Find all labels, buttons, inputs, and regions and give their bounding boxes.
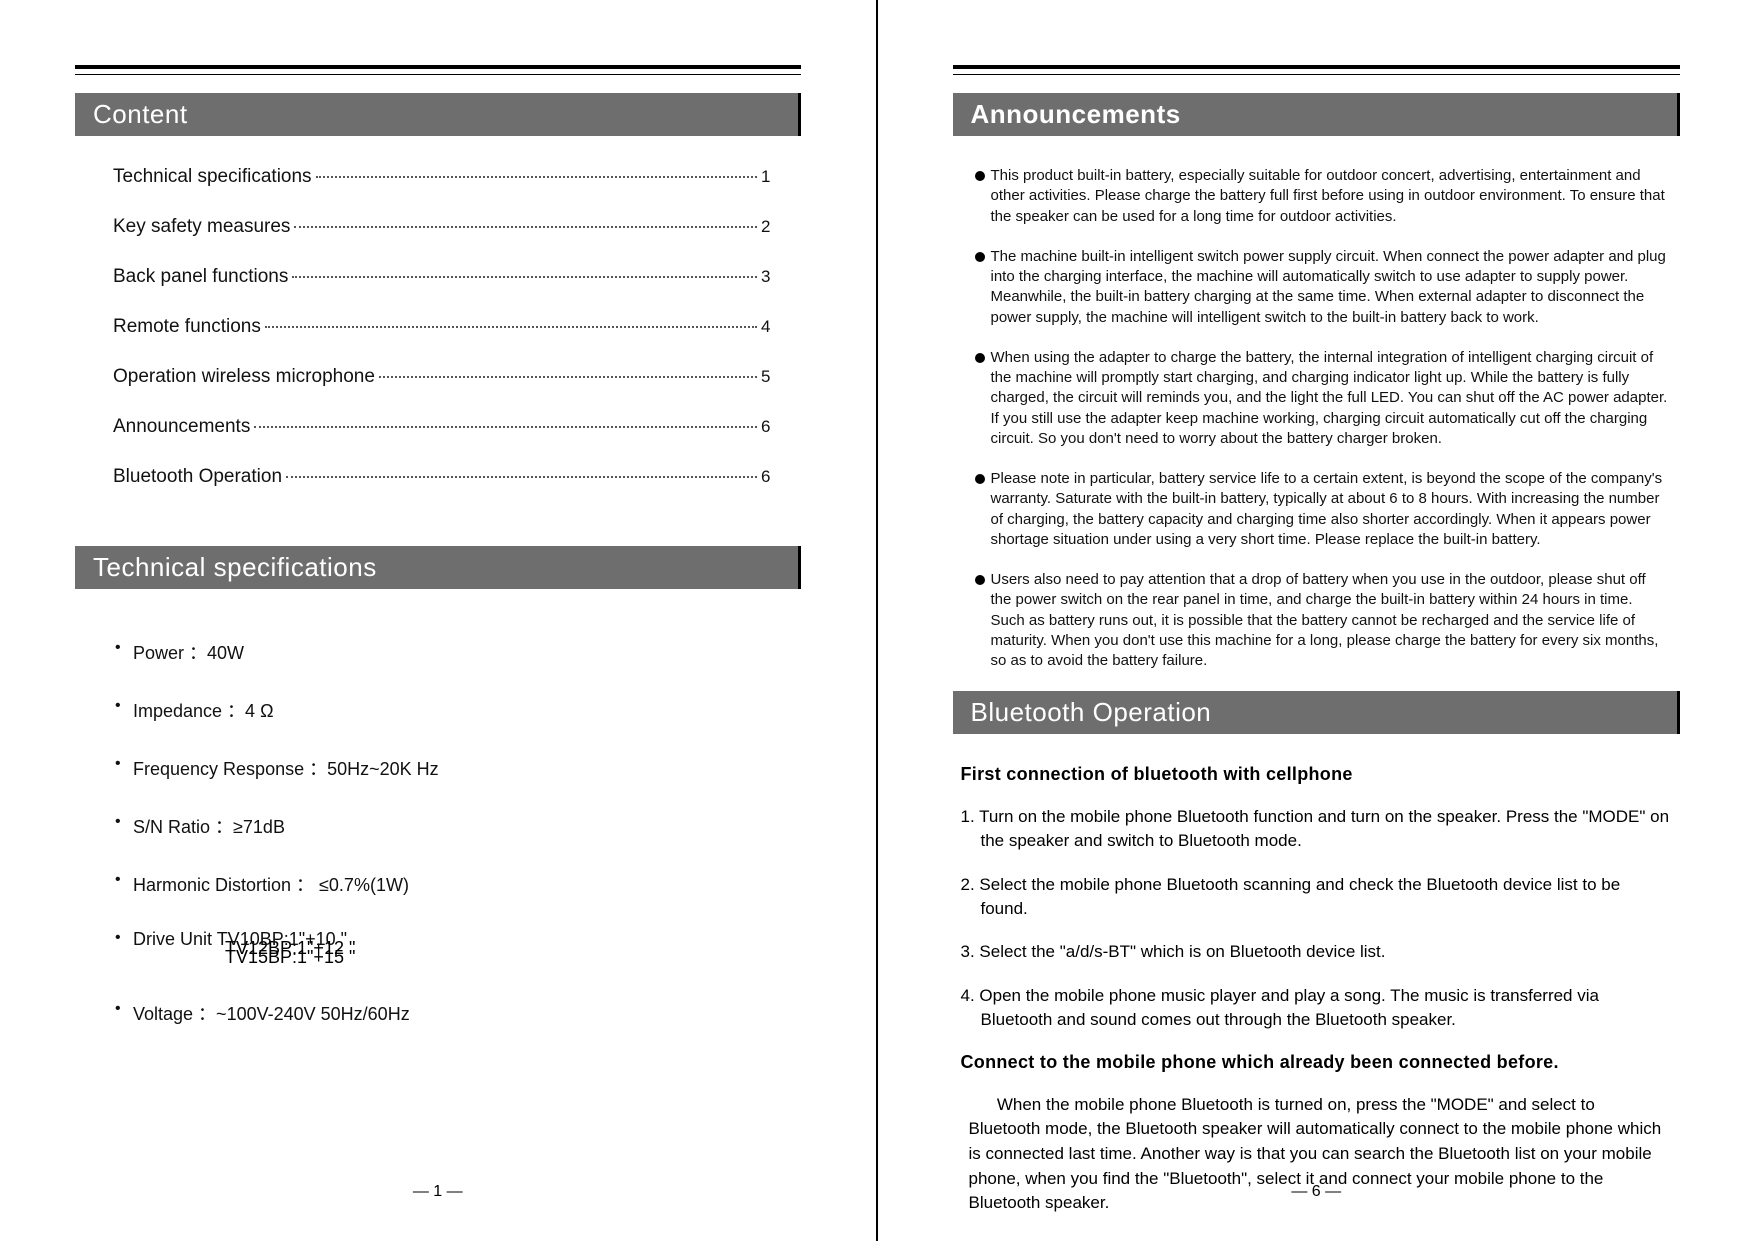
toc-row: Remote functions 4 <box>113 316 771 338</box>
spec-subline: TV15BP:1"+15 " <box>225 947 801 968</box>
toc-page: 3 <box>761 267 770 287</box>
section-header-tech-spec: Technical specifications <box>75 546 801 589</box>
toc-label: Remote functions <box>113 316 261 338</box>
spec-item: S/N Ratio ：≥71dB <box>133 813 801 839</box>
spec-item: Harmonic Distortion ： ≤0.7%(1W) <box>133 871 801 897</box>
page-number: — 6 — <box>1291 1183 1341 1201</box>
spec-list: Power ：40W Impedance ：4 Ω Frequency Resp… <box>75 619 801 1026</box>
toc-row: Technical specifications 1 <box>113 166 771 188</box>
section-header-content: Content <box>75 93 801 136</box>
page-number: — 1 — <box>413 1183 463 1201</box>
toc-page: 4 <box>761 317 770 337</box>
bluetooth-subheading-reconnect: Connect to the mobile phone which alread… <box>961 1052 1671 1073</box>
announcement-item: When using the adapter to charge the bat… <box>975 348 1671 449</box>
announcements-list: This product built-in battery, especiall… <box>953 166 1681 671</box>
announcement-item: The machine built-in intelligent switch … <box>975 247 1671 328</box>
bluetooth-step: 4. Open the mobile phone music player an… <box>961 984 1671 1032</box>
toc-dots <box>265 326 757 328</box>
spec-item: Voltage ：~100V-240V 50Hz/60Hz <box>133 1000 801 1026</box>
toc-label: Operation wireless microphone <box>113 366 375 388</box>
toc-label: Technical specifications <box>113 166 312 188</box>
toc-page: 6 <box>761 467 770 487</box>
spec-item: Frequency Response ：50Hz~20K Hz <box>133 755 801 781</box>
page-6: Announcements This product built-in batt… <box>878 0 1755 1241</box>
announcement-item: Users also need to pay attention that a … <box>975 570 1671 671</box>
top-rule <box>953 65 1681 75</box>
toc-row: Operation wireless microphone 5 <box>113 366 771 388</box>
announcement-item: Please note in particular, battery servi… <box>975 469 1671 550</box>
spec-item: Power ：40W <box>133 639 801 665</box>
bluetooth-step: 1. Turn on the mobile phone Bluetooth fu… <box>961 805 1671 853</box>
toc-page: 6 <box>761 417 770 437</box>
toc-dots <box>286 476 757 478</box>
top-rule <box>75 65 801 75</box>
toc-dots <box>316 176 757 178</box>
page-1: Content Technical specifications 1 Key s… <box>0 0 878 1241</box>
toc-row: Key safety measures 2 <box>113 216 771 238</box>
table-of-contents: Technical specifications 1 Key safety me… <box>75 166 801 546</box>
bluetooth-body: First connection of bluetooth with cellp… <box>953 764 1681 1216</box>
bluetooth-subheading-first: First connection of bluetooth with cellp… <box>961 764 1671 785</box>
toc-row: Back panel functions 3 <box>113 266 771 288</box>
toc-row: Bluetooth Operation 6 <box>113 466 771 488</box>
toc-dots <box>379 376 757 378</box>
section-header-announcements: Announcements <box>953 93 1681 136</box>
bluetooth-step: 3. Select the "a/d/s-BT" which is on Blu… <box>961 940 1671 964</box>
toc-label: Announcements <box>113 416 250 438</box>
spec-item: Impedance ：4 Ω <box>133 697 801 723</box>
bluetooth-step: 2. Select the mobile phone Bluetooth sca… <box>961 873 1671 921</box>
spec-item: Drive Unit TV10BP:1"+10 " <box>133 929 801 950</box>
toc-label: Back panel functions <box>113 266 288 288</box>
section-header-bluetooth: Bluetooth Operation <box>953 691 1681 734</box>
toc-label: Bluetooth Operation <box>113 466 282 488</box>
toc-page: 5 <box>761 367 770 387</box>
toc-page: 2 <box>761 217 770 237</box>
announcement-item: This product built-in battery, especiall… <box>975 166 1671 227</box>
toc-page: 1 <box>761 167 770 187</box>
toc-dots <box>292 276 757 278</box>
toc-row: Announcements 6 <box>113 416 771 438</box>
toc-dots <box>294 226 757 228</box>
toc-label: Key safety measures <box>113 216 290 238</box>
toc-dots <box>254 426 757 428</box>
